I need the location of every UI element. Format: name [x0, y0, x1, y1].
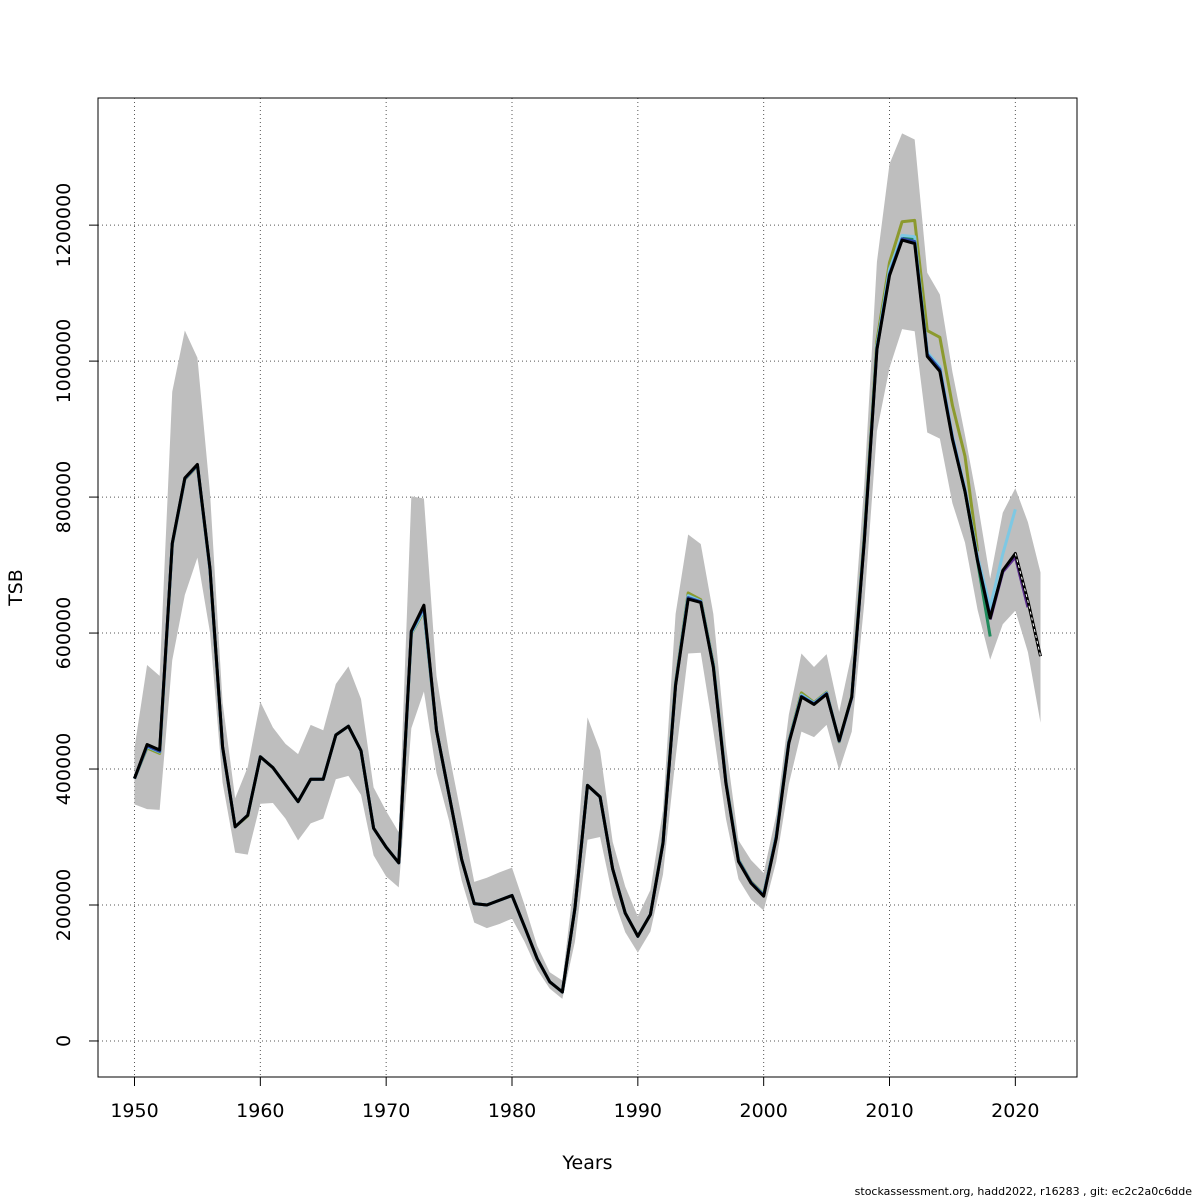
y-axis: 0 200000 400000 600000 800000 1000000 1200000: [53, 183, 98, 1047]
grid-lines: [98, 98, 1077, 1077]
x-tick-label: 1980: [488, 1100, 536, 1122]
x-axis-title: Years: [561, 1152, 612, 1174]
x-tick-label: 2020: [991, 1100, 1039, 1122]
confidence-band-layer: [134, 133, 1041, 999]
series-line-0: [133, 238, 1042, 994]
series-layer: [133, 218, 1042, 994]
y-tick-label: 0: [53, 1035, 75, 1047]
y-axis-title: TSB: [5, 569, 27, 607]
series-line-5: [133, 218, 980, 994]
y-tick-label: 800000: [53, 461, 75, 534]
y-tick-label: 400000: [53, 733, 75, 806]
y-tick-label: 1000000: [53, 319, 75, 404]
plot-frame: [97, 97, 1078, 1078]
y-tick-label: 600000: [53, 597, 75, 670]
x-tick-label: 1970: [362, 1100, 410, 1122]
x-tick-label: 1990: [614, 1100, 662, 1122]
y-tick-label: 1200000: [53, 183, 75, 268]
x-tick-label: 2010: [865, 1100, 913, 1122]
x-tick-label: 1950: [110, 1100, 158, 1122]
confidence-band: [134, 133, 1041, 999]
x-axis: 1950 1960 1970 1980 1990 2000 2010 2020: [110, 1076, 1040, 1122]
y-tick-label: 200000: [53, 869, 75, 942]
x-tick-label: 1960: [236, 1100, 284, 1122]
projection-dash: [1014, 553, 1041, 657]
footer-credit: stockassessment.org, hadd2022, r16283 , …: [854, 1185, 1192, 1198]
x-tick-label: 2000: [739, 1100, 787, 1122]
